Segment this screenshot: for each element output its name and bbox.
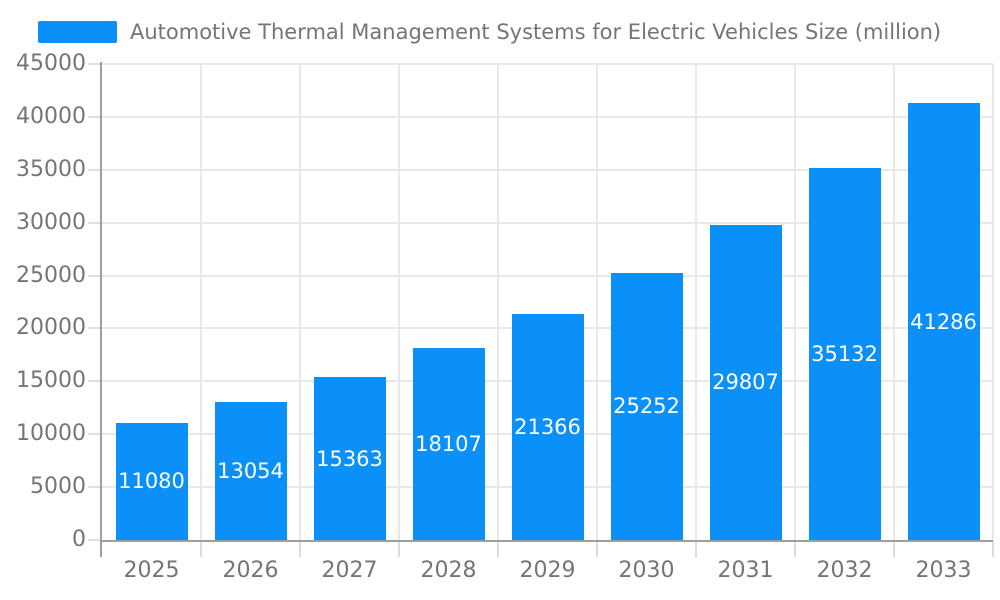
x-axis-tick-7 — [794, 541, 796, 557]
x-tick-label-2026: 2026 — [222, 558, 279, 583]
gridline-v-8 — [893, 64, 895, 540]
y-tick-label-40000: 40000 — [16, 103, 86, 129]
bar-2030[interactable] — [610, 272, 683, 540]
y-axis-line — [100, 62, 102, 557]
x-tick-label-2027: 2027 — [321, 558, 378, 583]
bar-value-2029: 21366 — [514, 414, 581, 439]
gridline-v-6 — [695, 64, 697, 540]
x-axis-tick-4 — [497, 541, 499, 557]
y-tick-label-5000: 5000 — [30, 474, 86, 500]
x-tick-label-2030: 2030 — [618, 558, 675, 583]
gridline-v-3 — [398, 64, 400, 540]
bar-value-2031: 29807 — [712, 370, 779, 395]
y-tick-label-0: 0 — [72, 527, 86, 552]
gridline-h-25000 — [102, 274, 993, 277]
y-axis-tick-15000 — [88, 380, 102, 383]
y-tick-label-15000: 15000 — [16, 368, 86, 394]
y-tick-label-20000: 20000 — [16, 315, 86, 341]
bar-value-2026: 13054 — [217, 458, 284, 483]
bar-2027[interactable] — [313, 377, 386, 540]
gridline-h-35000 — [102, 168, 993, 171]
bar-value-2027: 15363 — [316, 446, 383, 471]
y-tick-label-25000: 25000 — [16, 262, 86, 288]
x-tick-label-2028: 2028 — [420, 558, 477, 583]
bar-2028[interactable] — [412, 348, 485, 540]
gridline-h-40000 — [102, 115, 993, 118]
x-tick-label-2032: 2032 — [816, 558, 873, 583]
chart-title: Automotive Thermal Management Systems fo… — [130, 20, 942, 44]
gridline-h-45000 — [102, 63, 993, 65]
bar-2025[interactable] — [115, 422, 188, 540]
x-axis-line — [100, 540, 993, 542]
y-axis-tick-5000 — [88, 486, 102, 489]
x-tick-label-2025: 2025 — [123, 558, 180, 583]
gridline-v-2 — [299, 64, 301, 540]
y-tick-label-45000: 45000 — [16, 51, 86, 76]
y-axis-tick-40000 — [88, 115, 102, 118]
legend[interactable]: Automotive Thermal Management Systems fo… — [38, 17, 941, 47]
gridline-v-9 — [992, 64, 994, 540]
bar-2029[interactable] — [511, 313, 584, 540]
bar-value-2025: 11080 — [118, 469, 185, 494]
bar-2026[interactable] — [214, 401, 287, 540]
gridline-v-4 — [497, 64, 499, 540]
x-tick-label-2033: 2033 — [915, 558, 972, 583]
gridline-h-30000 — [102, 221, 993, 224]
x-axis-tick-3 — [398, 541, 400, 557]
bar-2033[interactable] — [907, 103, 980, 540]
bar-value-2033: 41286 — [910, 309, 977, 334]
y-tick-label-30000: 30000 — [16, 209, 86, 235]
y-axis-tick-20000 — [88, 327, 102, 330]
bar-value-2032: 35132 — [811, 342, 878, 367]
x-axis-tick-8 — [893, 541, 895, 557]
gridline-v-1 — [200, 64, 202, 540]
y-tick-label-35000: 35000 — [16, 156, 86, 182]
bar-value-2030: 25252 — [613, 394, 680, 419]
x-tick-label-2029: 2029 — [519, 558, 576, 583]
bar-value-2028: 18107 — [415, 432, 482, 457]
x-axis-tick-5 — [596, 541, 598, 557]
x-axis-tick-9 — [992, 541, 994, 557]
legend-swatch[interactable] — [38, 21, 117, 43]
x-axis-tick-6 — [695, 541, 697, 557]
gridline-v-5 — [596, 64, 598, 540]
bar-2031[interactable] — [709, 224, 782, 540]
x-axis-tick-2 — [299, 541, 301, 557]
bar-2032[interactable] — [808, 168, 881, 540]
y-axis-tick-25000 — [88, 274, 102, 277]
y-axis-tick-45000 — [88, 63, 102, 65]
gridline-v-7 — [794, 64, 796, 540]
y-axis-tick-30000 — [88, 221, 102, 224]
y-tick-label-10000: 10000 — [16, 421, 86, 447]
x-tick-label-2031: 2031 — [717, 558, 774, 583]
y-axis-tick-0 — [88, 539, 102, 541]
y-axis-tick-10000 — [88, 433, 102, 436]
x-axis-tick-1 — [200, 541, 202, 557]
y-axis-tick-35000 — [88, 168, 102, 171]
